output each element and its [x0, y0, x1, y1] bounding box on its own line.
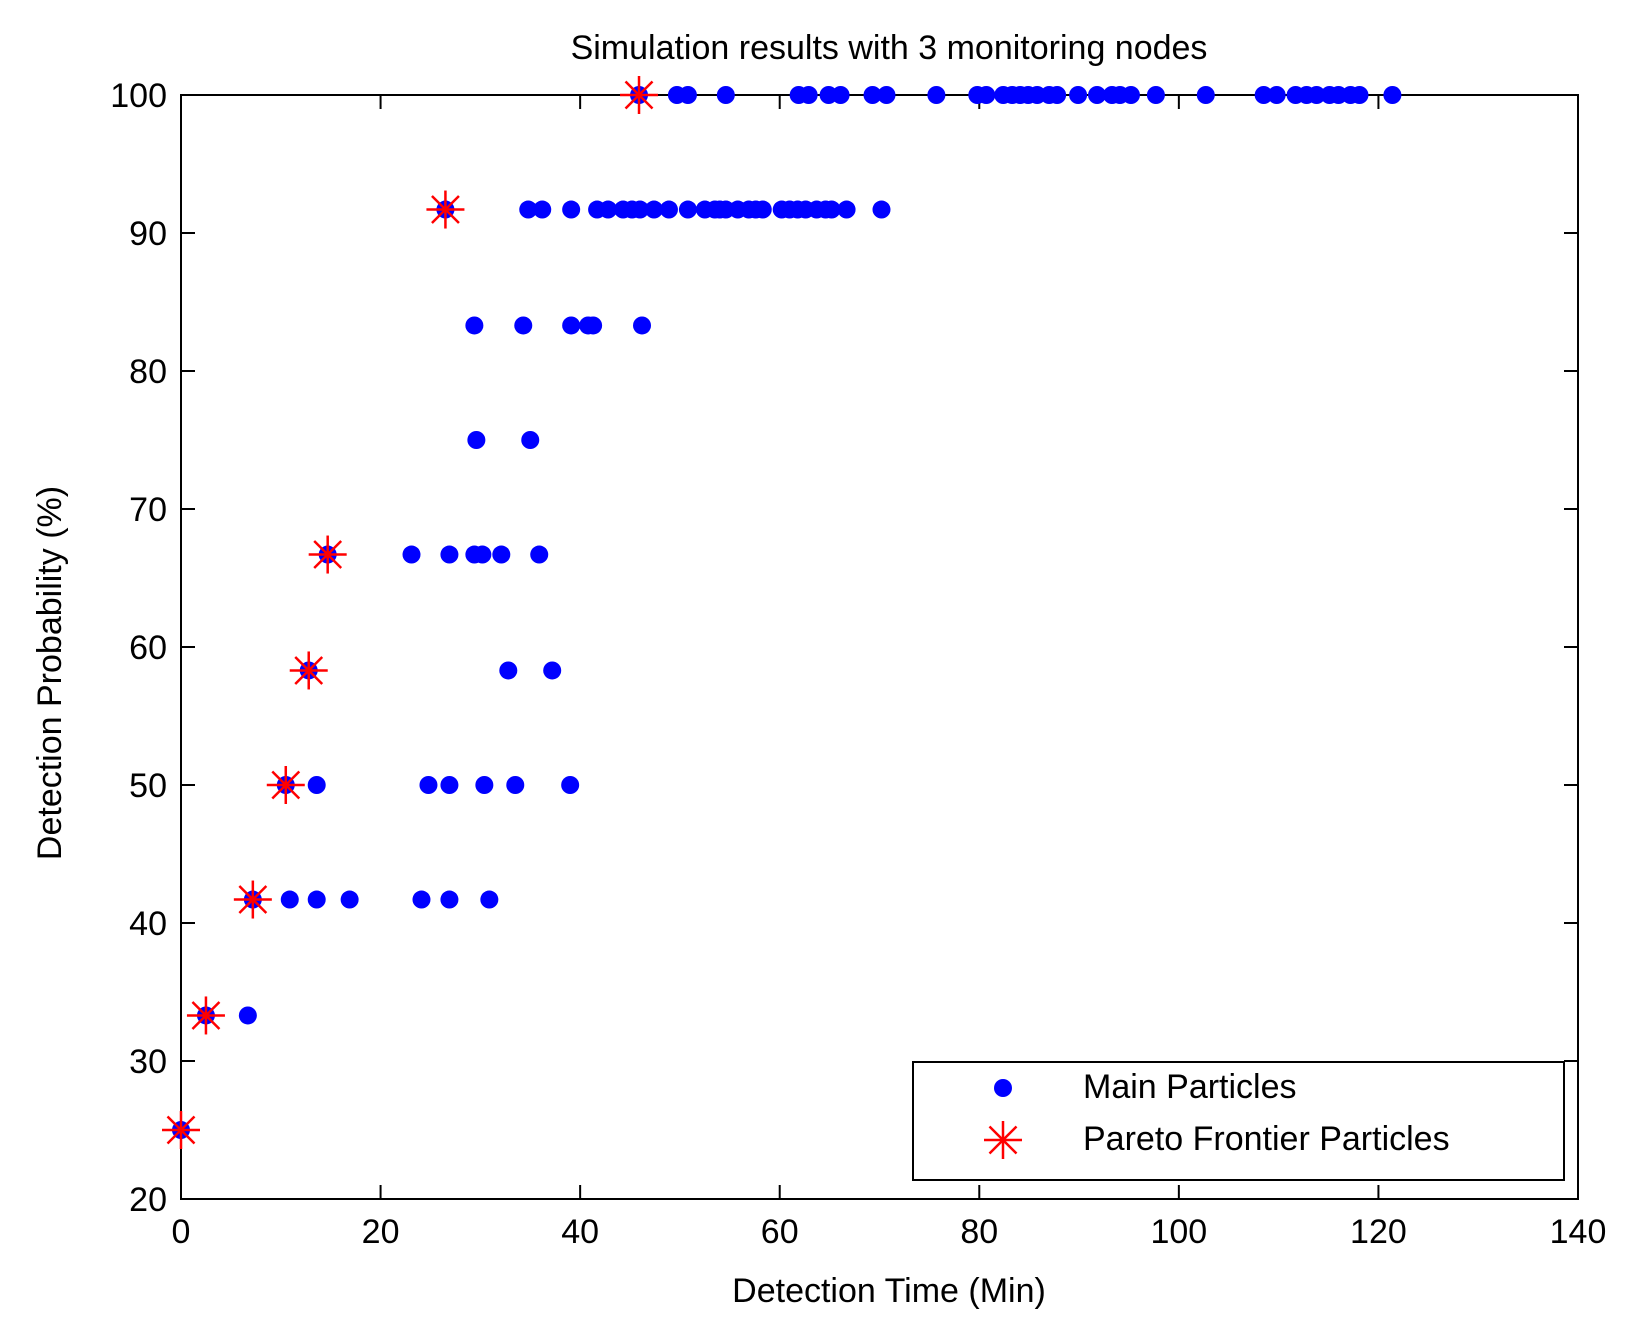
pareto-frontier-point [266, 766, 305, 804]
main-particle-point [599, 200, 618, 219]
main-particle-point [1350, 86, 1369, 104]
main-particle-point [1121, 86, 1140, 104]
main-particle-point [562, 316, 581, 335]
main-particle-point [467, 431, 486, 449]
main-particle-point [280, 890, 299, 909]
main-particle-point [1383, 86, 1402, 104]
y-tick-label: 30 [129, 1043, 167, 1081]
main-particle-point [1254, 86, 1273, 104]
main-particle-point [977, 86, 996, 104]
chart-title: Simulation results with 3 monitoring nod… [571, 29, 1208, 67]
main-particle-point [506, 776, 525, 794]
main-particle-point [340, 890, 359, 909]
pareto-frontier-point [233, 880, 272, 919]
main-particle-point [561, 776, 580, 794]
main-particle-point [238, 1006, 257, 1025]
x-tick-label: 120 [1350, 1213, 1407, 1251]
legend-star-icon [984, 1121, 1022, 1159]
main-particle-point [863, 86, 882, 104]
main-particle-point [521, 431, 540, 449]
main-particle-point [440, 776, 459, 794]
main-particle-point [307, 890, 326, 909]
pareto-frontier-point [620, 76, 659, 114]
main-particle-point [631, 200, 650, 219]
legend-box [912, 1061, 1565, 1181]
main-particle-point [514, 316, 533, 335]
main-particle-point [533, 200, 552, 219]
main-particle-point [1267, 86, 1286, 104]
main-particle-point [831, 86, 850, 104]
x-tick-label: 60 [761, 1213, 799, 1251]
main-particle-point [927, 86, 946, 104]
legend-main-marker [994, 1079, 1012, 1097]
main-particle-point [402, 545, 421, 564]
main-particle-point [519, 200, 538, 219]
main-particle-point [440, 545, 459, 564]
main-particle-point [1088, 86, 1107, 104]
main-particle-point [1146, 86, 1165, 104]
main-particle-point [530, 545, 549, 564]
legend-pareto-marker [984, 1121, 1022, 1159]
main-particle-point [307, 776, 326, 794]
y-tick-label: 100 [110, 77, 167, 115]
y-axis-label: Detection Probability (%) [31, 486, 69, 860]
x-axis-label: Detection Time (Min) [732, 1272, 1046, 1310]
main-particle-point [475, 776, 494, 794]
main-particle-point [1196, 86, 1215, 104]
main-particle-point [543, 661, 562, 680]
main-particle-point [822, 200, 841, 219]
legend: Main Particles Pareto Frontier Particles [912, 1061, 1565, 1181]
pareto-frontier-point [162, 1111, 200, 1149]
main-particle-point [419, 776, 438, 794]
main-particle-point [562, 200, 581, 219]
main-particle-point [716, 86, 735, 104]
x-tick-label: 20 [362, 1213, 400, 1251]
main-particle-point [644, 200, 663, 219]
main-particle-point [678, 86, 697, 104]
pareto-frontier-point [289, 651, 328, 690]
pareto-frontier-point [308, 535, 347, 574]
main-particle-point [1307, 86, 1326, 104]
main-particle-point [633, 316, 652, 335]
x-tick-label: 80 [960, 1213, 998, 1251]
main-particle-point [799, 86, 818, 104]
x-tick-label: 100 [1150, 1213, 1207, 1251]
main-particle-point [753, 200, 772, 219]
main-particle-point [480, 890, 499, 909]
legend-pareto-label: Pareto Frontier Particles [1083, 1120, 1450, 1158]
main-particle-point [872, 200, 891, 219]
x-tick-label: 140 [1550, 1213, 1607, 1251]
pareto-frontier-series [162, 76, 659, 1149]
main-particle-point [659, 200, 678, 219]
x-tick-label: 0 [172, 1213, 191, 1251]
y-tick-label: 70 [129, 491, 167, 529]
main-particle-point [1048, 86, 1067, 104]
main-particle-point [473, 545, 492, 564]
y-tick-label: 50 [129, 767, 167, 805]
y-tick-label: 90 [129, 215, 167, 253]
pareto-frontier-point [426, 190, 465, 229]
y-tick-label: 40 [129, 905, 167, 943]
main-particle-point [440, 890, 459, 909]
main-particle-point [584, 316, 603, 335]
y-tick-label: 60 [129, 629, 167, 667]
main-particle-point [499, 661, 518, 680]
y-tick-label: 20 [129, 1181, 167, 1219]
main-particle-point [877, 86, 896, 104]
main-particle-point [837, 200, 856, 219]
main-particle-point [412, 890, 431, 909]
pareto-frontier-point [186, 996, 225, 1035]
legend-main-label: Main Particles [1083, 1068, 1297, 1106]
main-particle-point [492, 545, 511, 564]
x-tick-label: 40 [561, 1213, 599, 1251]
main-particle-point [1069, 86, 1088, 104]
main-particle-point [678, 200, 697, 219]
legend-dot-icon [994, 1079, 1012, 1097]
y-tick-label: 80 [129, 353, 167, 391]
main-particles-series [172, 86, 1402, 1139]
main-particle-point [465, 316, 484, 335]
